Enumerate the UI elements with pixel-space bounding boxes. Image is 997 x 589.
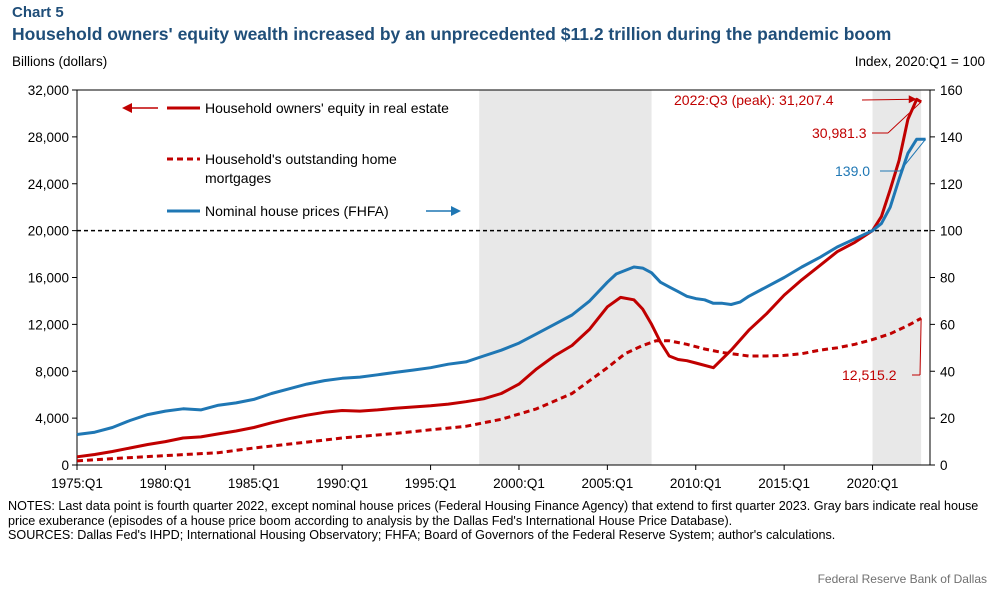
x-tick-label: 2000:Q1 [493,476,545,491]
left-tick-label: 32,000 [28,83,69,98]
legend: Household owners' equity in real estate … [122,100,461,219]
x-tick-label: 1985:Q1 [228,476,280,491]
footnotes: NOTES: Last data point is fourth quarter… [8,499,988,543]
right-tick-label: 80 [940,271,955,286]
house-price-last-annotation: 139.0 [835,163,870,179]
legend-house-price-arrow-head [451,206,461,216]
left-tick-label: 28,000 [28,130,69,145]
house-price-line [76,137,926,436]
left-tick-label: 16,000 [28,271,69,286]
right-axis-unit-label: Index, 2020:Q1 = 100 [854,54,985,69]
x-tick-label: 1980:Q1 [139,476,191,491]
shaded-periods [479,90,922,465]
legend-house-price-label: Nominal house prices (FHFA) [205,203,389,219]
mortgage-last-annotation: 12,515.2 [842,367,897,383]
notes-text: NOTES: Last data point is fourth quarter… [8,499,979,528]
left-tick-label: 8,000 [35,364,69,379]
legend-mortgage-label-line1: Household's outstanding home [205,151,397,167]
right-tick-label: 160 [940,83,963,98]
legend-equity-arrow-head [122,103,132,113]
x-tick-label: 2020:Q1 [847,476,899,491]
house-price-leader [899,138,926,172]
x-tick-label: 1995:Q1 [405,476,457,491]
x-tick-label: 1990:Q1 [316,476,368,491]
equity-last-leader [887,101,922,134]
shaded-period-1 [872,90,922,465]
mortgage-line [76,316,922,463]
left-tick-label: 12,000 [28,317,69,332]
line-chart: 0 4,000 8,000 12,000 16,000 20,000 24,000 28,00… [28,83,963,491]
x-tick-label: 1975:Q1 [51,476,103,491]
right-tick-label: 140 [940,130,963,145]
left-tick-label: 24,000 [28,177,69,192]
left-axis-unit-label: Billions (dollars) [12,54,108,69]
left-tick-label: 20,000 [28,224,69,239]
chart-title: Household owners' equity wealth increase… [12,24,892,44]
chart-number: Chart 5 [12,4,64,21]
right-tick-label: 120 [940,177,963,192]
right-tick-label: 40 [940,364,955,379]
series-lines [76,97,926,463]
credit-text: Federal Reserve Bank of Dallas [817,572,987,586]
right-tick-label: 0 [940,458,948,473]
x-tick-label: 2010:Q1 [670,476,722,491]
left-tick-label: 4,000 [35,411,69,426]
shaded-period-0 [479,90,652,465]
right-tick-label: 100 [940,224,963,239]
mortgage-leader [919,318,922,376]
equity-last-annotation: 30,981.3 [812,125,867,141]
right-tick-label: 20 [940,411,955,426]
axes: 0 4,000 8,000 12,000 16,000 20,000 24,000 28,00… [28,83,963,491]
peak-annotation: 2022:Q3 (peak): 31,207.4 [674,92,834,108]
sources-text: SOURCES: Dallas Fed's IHPD; Internationa… [8,528,836,542]
right-tick-label: 60 [940,317,955,332]
x-tick-label: 2005:Q1 [581,476,633,491]
peak-leader-line [861,98,914,101]
left-tick-label: 0 [61,458,69,473]
equity-line [76,97,922,459]
legend-mortgage-label-line2: mortgages [205,170,271,186]
annotations: 2022:Q3 (peak): 31,207.4 30,981.3 139.0 … [674,92,926,383]
peak-leader-arrow [908,95,917,104]
legend-equity-label: Household owners' equity in real estate [205,100,449,116]
x-tick-label: 2015:Q1 [758,476,810,491]
